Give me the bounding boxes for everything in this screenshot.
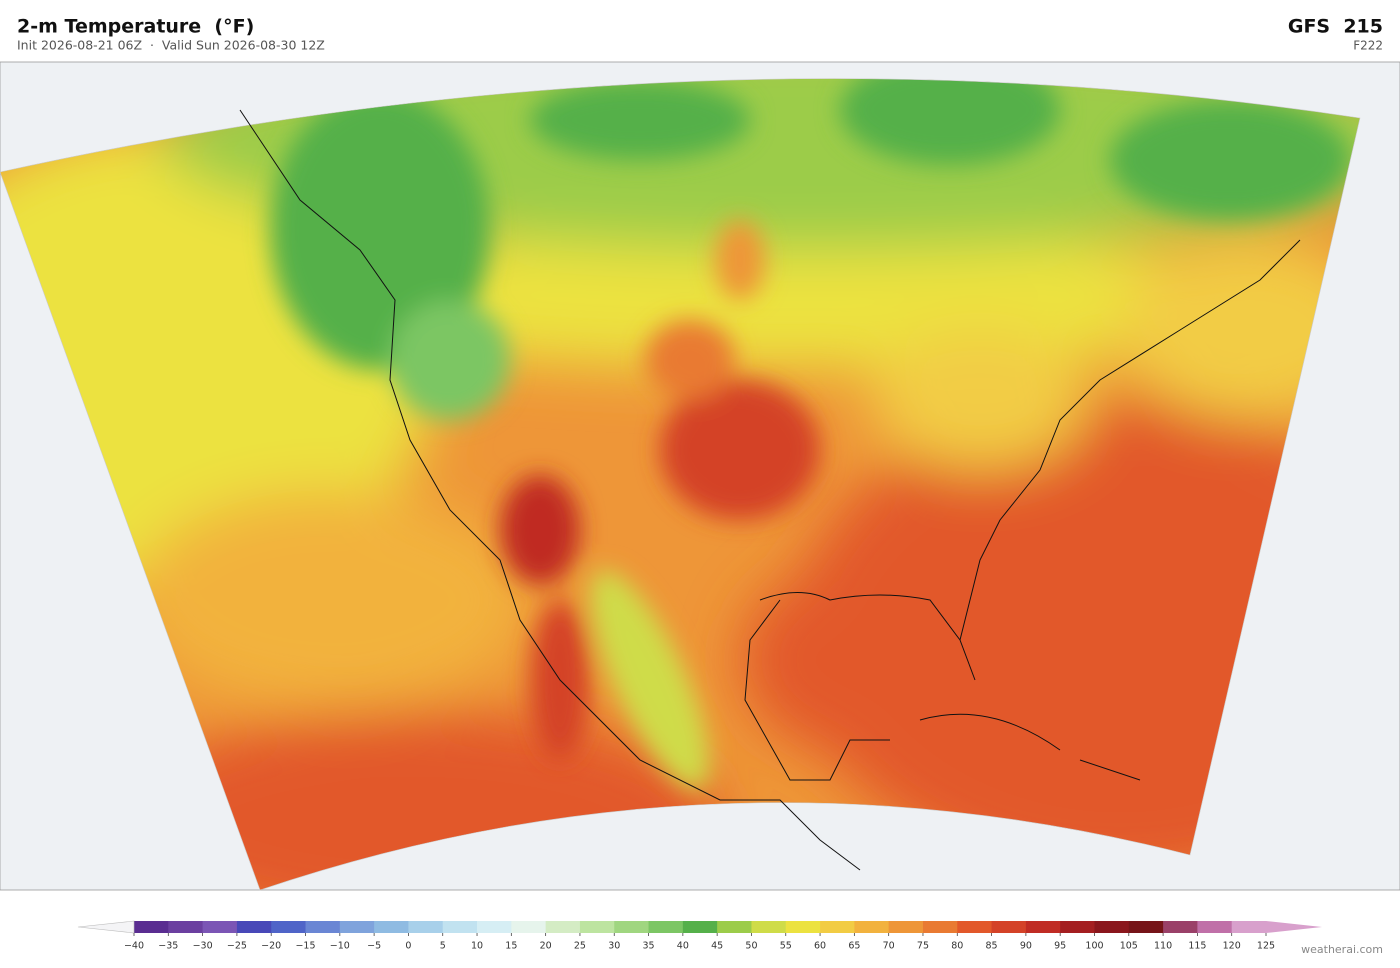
- colorbar-tick-label: 110: [1154, 941, 1172, 952]
- colorbar-swatch: [374, 921, 409, 933]
- colorbar-swatch: [854, 921, 890, 933]
- colorbar-swatch: [751, 921, 787, 933]
- colorbar-tick-label: 40: [677, 941, 689, 952]
- model-name: GFS 215: [1288, 16, 1383, 38]
- colorbar-swatch: [305, 921, 341, 933]
- colorbar-swatch: [579, 921, 615, 933]
- colorbar-swatch: [957, 921, 993, 933]
- colorbar-tick-label: 105: [1120, 941, 1138, 952]
- colorbar-tick-label: −20: [261, 941, 281, 952]
- colorbar-tick-label: 20: [540, 941, 552, 952]
- colorbar-swatch: [991, 921, 1027, 933]
- colorbar-swatch: [1163, 921, 1198, 933]
- colorbar-tick-label: 90: [1020, 941, 1032, 952]
- colorbar-swatch: [511, 921, 547, 933]
- colorbar-over: [1266, 921, 1322, 933]
- colorbar-tick-label: 85: [986, 941, 998, 952]
- colorbar-tick-label: 125: [1257, 941, 1275, 952]
- colorbar-swatch: [134, 921, 169, 933]
- colorbar-tick-label: 75: [917, 941, 929, 952]
- colorbar-tick-label: 55: [780, 941, 792, 952]
- colorbar-tick-label: −15: [295, 941, 315, 952]
- colorbar-swatch: [236, 921, 272, 933]
- colorbar-tick-label: 60: [814, 941, 826, 952]
- map: [0, 61, 1400, 891]
- colorbar-swatch: [922, 921, 958, 933]
- colorbar-tick-label: −40: [124, 941, 144, 952]
- colorbar-swatch: [408, 921, 444, 933]
- colorbar-swatch: [614, 921, 650, 933]
- colorbar-tick-label: 15: [505, 941, 517, 952]
- colorbar-tick-label: 80: [951, 941, 963, 952]
- colorbar-swatch: [168, 921, 204, 933]
- colorbar-swatch: [682, 921, 718, 933]
- colorbar-under: [77, 920, 135, 934]
- colorbar-swatch: [785, 921, 821, 933]
- forecast-hour: F222: [1353, 39, 1383, 53]
- colorbar-swatch: [820, 921, 855, 933]
- colorbar-tick-label: 50: [745, 941, 757, 952]
- colorbar-swatch: [1094, 921, 1130, 933]
- colorbar-swatch: [339, 921, 375, 933]
- colorbar-tick-label: 10: [471, 941, 483, 952]
- title: 2-m Temperature (°F): [17, 16, 254, 38]
- colorbar-tick-label: 115: [1188, 941, 1206, 952]
- colorbar-swatch: [202, 921, 238, 933]
- colorbar-swatch: [545, 921, 581, 933]
- colorbar-tick-label: −5: [367, 941, 381, 952]
- colorbar-tick-label: −10: [330, 941, 350, 952]
- coastlines: [239, 109, 1301, 871]
- colorbar-tick-label: 95: [1054, 941, 1066, 952]
- colorbar-tick-label: 0: [405, 941, 411, 952]
- colorbar-tick-label: 120: [1223, 941, 1241, 952]
- colorbar-swatch: [888, 921, 924, 933]
- colorbar-swatch: [1231, 921, 1267, 933]
- colorbar-tick-label: 5: [440, 941, 446, 952]
- colorbar-swatch: [1128, 921, 1164, 933]
- colorbar-swatch: [1060, 921, 1095, 933]
- colorbar-swatch: [648, 921, 684, 933]
- colorbar-swatch: [1025, 921, 1061, 933]
- colorbar-tick-label: 70: [883, 941, 895, 952]
- colorbar-tick-label: 25: [574, 941, 586, 952]
- colorbar-swatch: [1197, 921, 1233, 933]
- colorbar-tick-label: −25: [227, 941, 247, 952]
- colorbar-swatch: [271, 921, 307, 933]
- colorbar-tick-label: 35: [642, 941, 654, 952]
- colorbar-tick-label: 30: [608, 941, 620, 952]
- colorbar-swatch: [717, 921, 752, 933]
- colorbar-tick-label: −35: [158, 941, 178, 952]
- colorbar: −40 −35 −30 −25 −20 −15 −10 −5 0 5 10 15 20 25 30 35 40 4…: [77, 920, 1322, 952]
- colorbar-tick-label: 45: [711, 941, 723, 952]
- subtitle: Init 2026-08-21 06Z · Valid Sun 2026-08-…: [17, 38, 325, 53]
- colorbar-tick-label: −30: [193, 941, 213, 952]
- colorbar-swatch: [442, 921, 478, 933]
- colorbar-tick-label: 65: [848, 941, 860, 952]
- colorbar-tick-label: 100: [1085, 941, 1103, 952]
- colorbar-swatch: [477, 921, 512, 933]
- credit: weatherai.com: [1301, 943, 1383, 956]
